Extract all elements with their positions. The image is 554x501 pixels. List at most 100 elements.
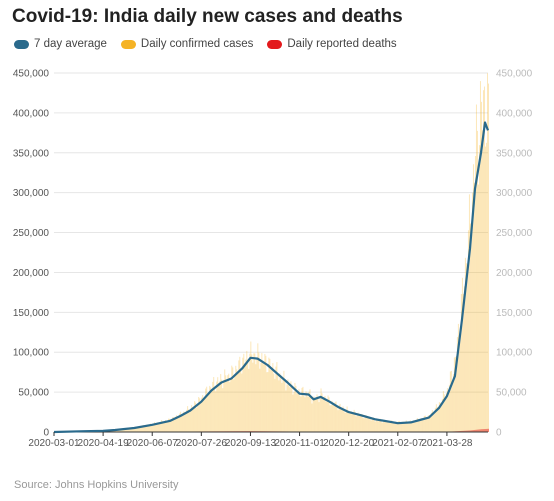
bar-daily-confirmed-cases [452,374,454,432]
bar-daily-confirmed-cases [393,422,395,432]
bar-daily-confirmed-cases [357,412,359,432]
bar-daily-confirmed-cases [203,399,205,432]
bar-daily-confirmed-cases [278,380,280,432]
y-tick-label-right: 150,000 [496,308,533,319]
bar-daily-confirmed-cases [369,419,371,432]
bar-daily-confirmed-cases [401,421,403,432]
bar-daily-confirmed-cases [370,420,372,432]
bar-daily-confirmed-cases [459,331,461,432]
bar-daily-confirmed-cases [351,414,353,432]
bar-daily-confirmed-cases [143,425,145,432]
bar-daily-confirmed-cases [418,420,420,432]
y-tick-label-right: 300,000 [496,188,533,199]
bar-daily-confirmed-cases [250,341,252,432]
bar-daily-confirmed-cases [385,421,387,432]
bar-daily-confirmed-cases [356,415,358,432]
bar-daily-confirmed-cases [196,407,198,432]
bar-daily-confirmed-cases [300,396,302,432]
bar-daily-reported-deaths [474,429,476,432]
bar-daily-confirmed-cases [261,353,263,432]
bar-daily-confirmed-cases [321,393,323,432]
bar-daily-confirmed-cases [445,392,447,432]
bar-daily-confirmed-cases [218,383,220,432]
bar-daily-confirmed-cases [424,415,426,432]
bar-daily-confirmed-cases [305,391,307,432]
bar-daily-confirmed-cases [376,419,378,432]
bar-daily-confirmed-cases [323,396,325,432]
bar-daily-confirmed-cases [473,182,475,432]
legend-swatch-daily-reported-deaths [267,39,283,49]
bar-daily-confirmed-cases [124,428,125,432]
legend-item-daily-confirmed-cases[interactable]: Daily confirmed cases [120,38,253,50]
bar-daily-confirmed-cases [216,381,218,432]
bar-daily-confirmed-cases [269,358,271,432]
bar-daily-confirmed-cases [183,411,185,432]
bar-daily-reported-deaths [479,429,481,432]
bar-daily-confirmed-cases [191,405,193,432]
bar-daily-reported-deaths [484,428,486,432]
bar-daily-reported-deaths [464,430,466,432]
bar-daily-confirmed-cases [200,401,202,432]
bar-daily-confirmed-cases [474,156,476,432]
bar-daily-confirmed-cases [187,406,189,432]
bar-daily-confirmed-cases [318,402,320,432]
bar-daily-reported-deaths [462,430,464,432]
bar-daily-confirmed-cases [431,410,433,432]
bar-daily-confirmed-cases [465,263,467,432]
y-tick-label: 400,000 [13,108,50,119]
bar-daily-confirmed-cases [213,376,215,432]
bar-daily-confirmed-cases [289,387,291,432]
y-tick-label-right: 200,000 [496,268,533,279]
bar-daily-confirmed-cases [285,390,287,432]
bar-daily-confirmed-cases [461,277,463,432]
bar-daily-confirmed-cases [301,387,303,432]
bar-daily-confirmed-cases [214,386,216,432]
bar-daily-confirmed-cases [477,184,479,432]
bar-daily-reported-deaths [466,430,468,432]
bar-daily-confirmed-cases [180,411,182,432]
bar-daily-confirmed-cases [170,421,172,432]
bar-daily-confirmed-cases [272,363,274,432]
bar-daily-confirmed-cases [447,389,449,432]
bar-daily-confirmed-cases [281,382,283,432]
bar-daily-confirmed-cases [394,421,396,432]
y-tick-label: 250,000 [13,228,50,239]
bar-daily-reported-deaths [483,429,485,432]
y-tick-label-right: 450,000 [496,69,533,80]
bar-daily-confirmed-cases [220,374,222,432]
legend-item-daily-reported-deaths[interactable]: Daily reported deaths [267,38,397,50]
bar-daily-confirmed-cases [397,421,399,432]
bar-daily-confirmed-cases [263,364,265,432]
bar-daily-confirmed-cases [367,418,369,432]
legend-item-7-day-average[interactable]: 7 day average [14,38,107,50]
bar-daily-confirmed-cases [404,421,406,432]
bar-daily-confirmed-cases [161,420,163,432]
bar-daily-confirmed-cases [235,365,237,432]
y-tick-label: 50,000 [18,388,49,399]
bar-daily-confirmed-cases [437,406,439,432]
bar-daily-confirmed-cases [319,396,321,432]
bar-daily-confirmed-cases [399,422,401,432]
bar-daily-confirmed-cases [432,412,434,432]
bar-daily-confirmed-cases [165,420,167,432]
bar-daily-reported-deaths [463,430,465,432]
bar-daily-confirmed-cases [259,368,261,432]
bar-daily-confirmed-cases [223,379,225,432]
bar-daily-confirmed-cases [210,387,212,432]
bar-daily-confirmed-cases [478,145,480,433]
bar-daily-confirmed-cases [396,423,398,432]
bar-daily-confirmed-cases [414,422,416,432]
bar-daily-confirmed-cases [299,395,301,432]
bar-daily-confirmed-cases [280,375,282,432]
bar-daily-confirmed-cases [157,422,159,432]
bar-daily-confirmed-cases [283,370,285,432]
bar-daily-confirmed-cases [254,353,256,432]
bar-daily-confirmed-cases [381,422,383,432]
bar-daily-confirmed-cases [174,418,176,432]
bar-daily-confirmed-cases [316,394,318,432]
bar-daily-confirmed-cases [313,396,315,432]
bar-daily-confirmed-cases [348,413,350,432]
bar-daily-confirmed-cases [208,393,210,432]
bar-daily-confirmed-cases [225,375,227,432]
bar-daily-confirmed-cases [335,401,337,432]
